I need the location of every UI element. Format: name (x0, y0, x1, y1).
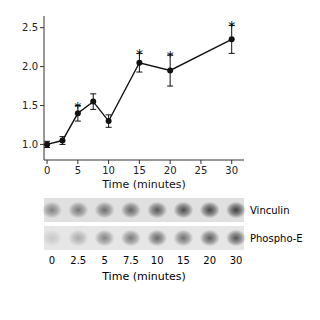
error-bar (44, 141, 50, 147)
x-tick-label: 0 (44, 165, 50, 176)
blot-lane-label: 20 (203, 255, 216, 266)
blot-band (226, 202, 246, 219)
significance-marker: * (228, 18, 235, 34)
blot-band (121, 230, 141, 247)
x-tick-label: 10 (102, 165, 115, 176)
y-tick (40, 144, 44, 145)
y-tick-label: 2.0 (22, 61, 38, 72)
x-tick (47, 160, 48, 164)
x-tick-label: 25 (195, 165, 208, 176)
error-bar-cap (106, 114, 112, 115)
x-tick-label: 30 (225, 165, 238, 176)
x-tick (77, 160, 78, 164)
blot-band (226, 230, 246, 247)
error-bar-cap (167, 86, 173, 87)
blot-band (173, 230, 193, 247)
blot-background (44, 226, 244, 250)
blot-band (68, 202, 88, 219)
point (229, 36, 235, 42)
blot-band (42, 202, 62, 219)
blot-label: Phospho-E (250, 233, 303, 244)
error-bar (106, 115, 112, 127)
blot-lane-label: 10 (151, 255, 164, 266)
error-bar-cap (90, 109, 96, 110)
blot-background (44, 198, 244, 222)
blot-label: Vinculin (250, 205, 289, 216)
significance-marker: * (136, 46, 143, 62)
blot-band (42, 230, 62, 247)
x-tick (108, 160, 109, 164)
y-tick-label: 1.0 (22, 139, 38, 150)
point (90, 99, 96, 105)
blot-band (95, 202, 115, 219)
blot-lane-label: 2.5 (70, 255, 86, 266)
error-bar-cap (59, 144, 65, 145)
point (167, 67, 173, 73)
error-bar-cap (229, 53, 235, 54)
plot-area (44, 25, 235, 147)
error-bar-cap (136, 72, 142, 73)
line (47, 39, 232, 144)
x-tick (231, 160, 232, 164)
blot-strip (42, 226, 246, 250)
blot-lane-label: 5 (101, 255, 107, 266)
blot-band (147, 230, 167, 247)
x-tick (139, 160, 140, 164)
x-tick (200, 160, 201, 164)
blot-band (95, 230, 115, 247)
x-tick (170, 160, 171, 164)
blot-lane-label: 15 (177, 255, 190, 266)
blot-lane-label: 0 (49, 255, 55, 266)
significance-marker: * (74, 99, 81, 115)
blot-x-label: Time (minutes) (101, 270, 186, 283)
y-tick (40, 27, 44, 28)
x-axis (44, 160, 244, 161)
x-tick-label: 15 (133, 165, 146, 176)
y-tick-label: 1.5 (22, 100, 38, 111)
x-tick-label: 5 (75, 165, 81, 176)
x-tick-label: 20 (164, 165, 177, 176)
error-bar-cap (106, 127, 112, 128)
blot-strip (42, 198, 246, 222)
blot-lane-label: 7.5 (123, 255, 139, 266)
y-axis (44, 16, 45, 160)
error-bar-cap (90, 93, 96, 94)
y-tick-label: 2.5 (22, 22, 38, 33)
blot-band (68, 230, 88, 247)
blot-band (173, 202, 193, 219)
x-axis-label: Time (minutes) (101, 178, 186, 191)
error-bar (59, 137, 65, 145)
point (106, 118, 112, 124)
error-bar-cap (75, 121, 81, 122)
blot-lane-label: 30 (230, 255, 243, 266)
blot-band (121, 202, 141, 219)
point (44, 141, 50, 147)
blot-band (200, 230, 220, 247)
y-tick (40, 105, 44, 106)
point (59, 138, 65, 144)
blot-band (200, 202, 220, 219)
y-tick (40, 66, 44, 67)
blot-band (147, 202, 167, 219)
error-bar (90, 94, 96, 110)
significance-marker: * (167, 48, 174, 64)
error-bar-cap (59, 136, 65, 137)
chart: 0 5 10 15 20 25 30 1.0 1.5 2.0 2.5 Time (minutes) * *… (0, 0, 320, 320)
